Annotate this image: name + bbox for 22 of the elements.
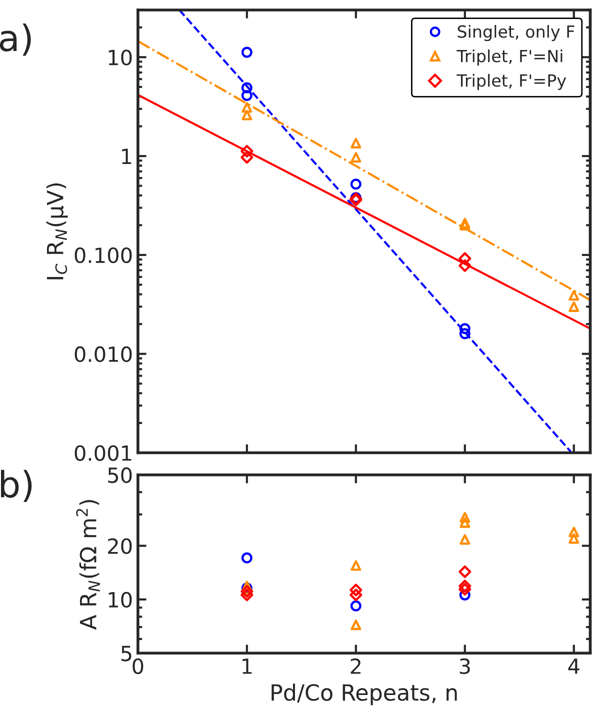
y-tick-label: 50 bbox=[108, 467, 132, 484]
y-axis-title: A R$_{N}$(fΩ m$^{2}$) bbox=[76, 500, 100, 630]
text: a) bbox=[0, 24, 31, 56]
y-tick-label: 0.001 bbox=[74, 445, 132, 461]
y-tick-label: 0.100 bbox=[74, 247, 132, 264]
y-axis-title: I$_{C}$ R$_{N}$(μV) bbox=[46, 183, 68, 280]
y-tick-label: 10 bbox=[108, 592, 132, 608]
x-tick-label: 2 bbox=[350, 658, 360, 674]
y-tick-label: 0.010 bbox=[74, 346, 132, 362]
x-tick-label: 0 bbox=[132, 658, 144, 674]
x-tick-label: 4 bbox=[568, 658, 580, 674]
y-tick-label: 20 bbox=[108, 538, 132, 554]
text: b) bbox=[1, 470, 32, 502]
y-tick-label: 5 bbox=[121, 646, 132, 662]
x-tick-label: 3 bbox=[460, 658, 470, 674]
y-tick-label: 10 bbox=[108, 50, 132, 66]
x-tick-label: 1 bbox=[242, 658, 252, 674]
legend-label: Singlet, only F bbox=[458, 24, 574, 42]
y-tick-label: 1 bbox=[122, 148, 132, 164]
legend-label: Triplet, F'=Ni bbox=[456, 49, 562, 66]
legend-label: Triplet, F'=Py bbox=[456, 74, 566, 90]
x-axis-title: Pd/Co Repeats, n bbox=[272, 684, 457, 706]
